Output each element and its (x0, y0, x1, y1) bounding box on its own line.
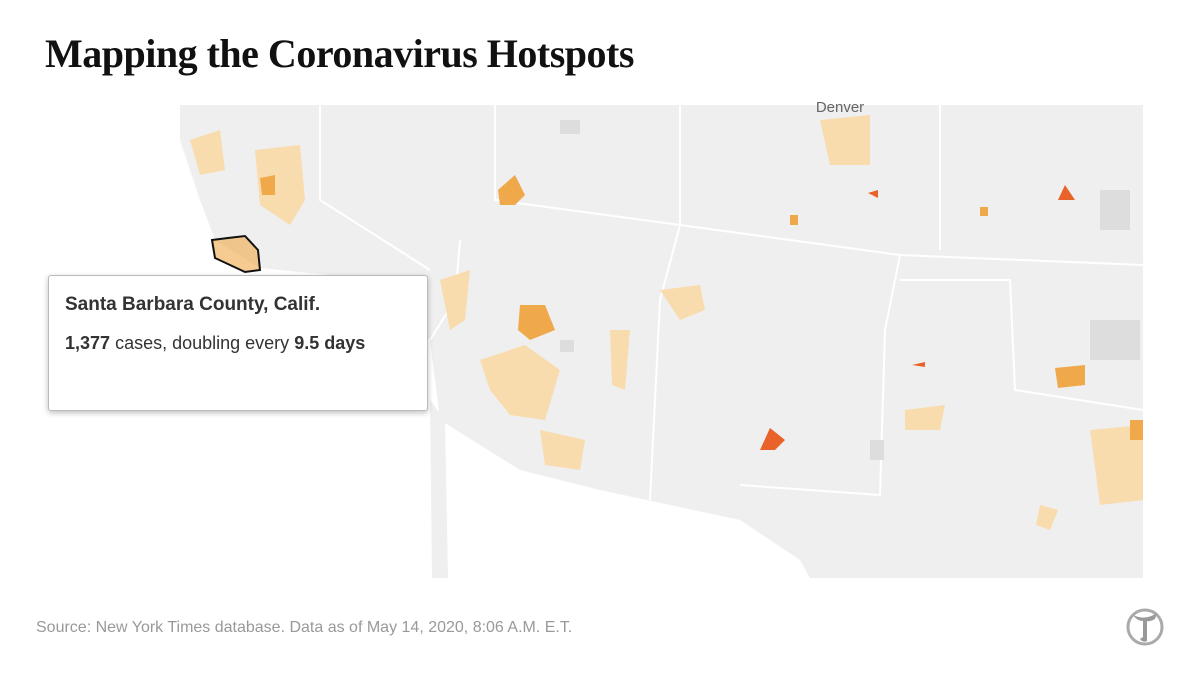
tooltip: Santa Barbara County, Calif. 1,377 cases… (48, 275, 428, 411)
nyt-logo (1126, 608, 1164, 646)
hotspots-medium (260, 175, 1143, 440)
tooltip-body: 1,377 cases, doubling every 9.5 days (65, 330, 375, 357)
cases: 1,377 (65, 333, 111, 353)
title: Mapping the Coronavirus Hotspots (45, 31, 634, 76)
source: Source: New York Times database. Data as… (36, 619, 573, 636)
map-area (180, 105, 1143, 578)
city-label: Denver (816, 99, 864, 116)
hotspots-light (190, 115, 1143, 530)
hotspots-dark (760, 185, 1075, 450)
doubling-unit: days (324, 333, 366, 353)
cases-text: cases, doubling every (115, 333, 290, 353)
selected-county (210, 234, 262, 274)
land (180, 105, 1143, 578)
baja (430, 400, 448, 578)
doubling: 9.5 (294, 333, 320, 353)
tooltip-county: Santa Barbara County, Calif. (65, 294, 321, 315)
